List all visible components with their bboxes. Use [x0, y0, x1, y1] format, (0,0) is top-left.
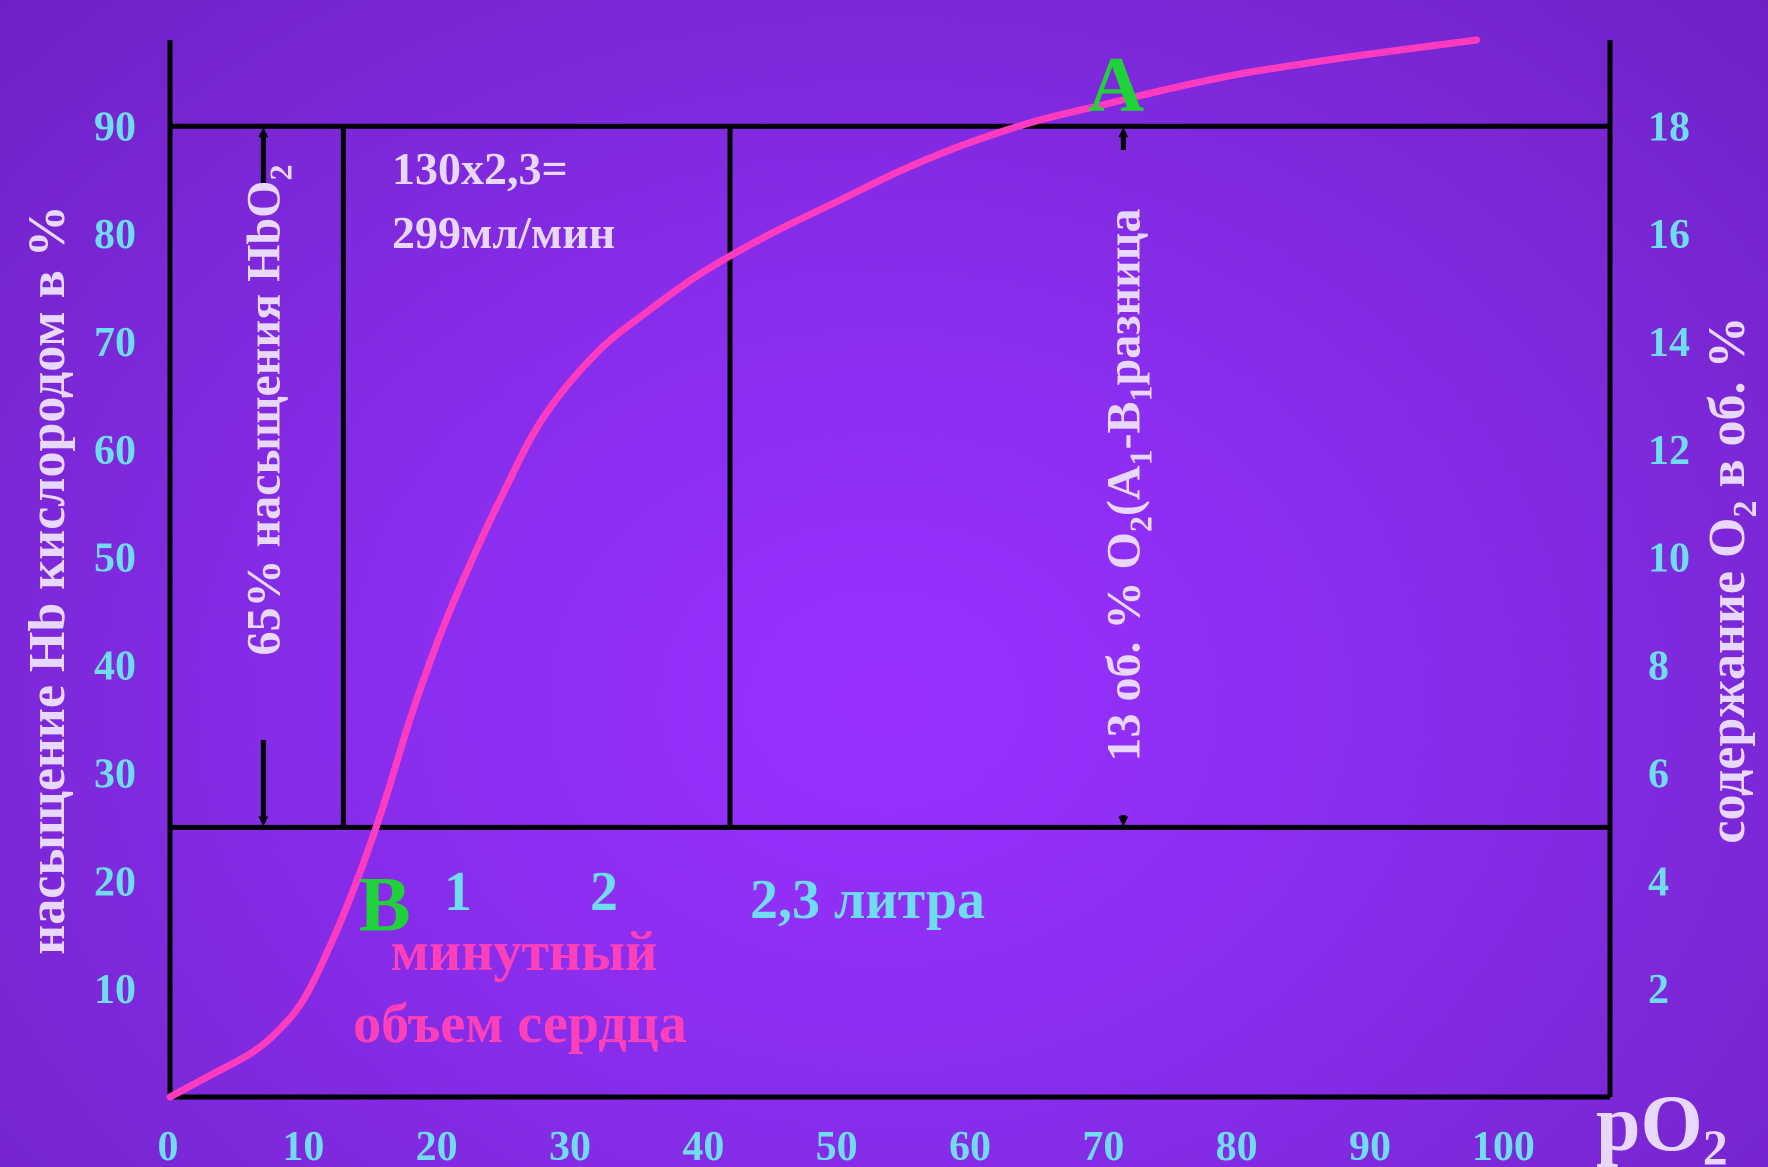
y-tick-right-label: 8 — [1648, 644, 1669, 690]
cardiac-output-line-2: объем сердца — [353, 993, 687, 1055]
y-tick-left-label: 20 — [94, 859, 136, 905]
x-tick-label: 100 — [1472, 1124, 1535, 1167]
arrow-right-annotation-sub2: 1 — [1122, 449, 1158, 465]
x-tick-label: 30 — [549, 1124, 591, 1167]
y-tick-left-label: 50 — [94, 536, 136, 582]
y-tick-right-label: 14 — [1648, 320, 1690, 366]
y-axis-left-label: насыщение Hb кислородом в % — [19, 205, 76, 954]
y-tick-left-label: 90 — [94, 104, 136, 150]
arrow-right-annotation-sub3: 1 — [1122, 385, 1158, 401]
saturation-curve-1 — [166, 36, 1481, 1101]
y-tick-right-label: 6 — [1648, 751, 1669, 797]
arrow-right-annotation-b: (A — [1097, 465, 1150, 516]
x-tick-label: 50 — [816, 1124, 858, 1167]
y-axis-right-label: содержание O2 в об. % — [1699, 316, 1764, 843]
calc-line-1: 130х2,3= — [392, 143, 568, 194]
x-tick-label: 60 — [949, 1124, 991, 1167]
arrow-right-annotation-d: разница — [1097, 209, 1150, 386]
y-tick-left-label: 40 — [94, 644, 136, 690]
y-axis-right-label-b: в об. % — [1699, 316, 1756, 500]
arrow-left-annotation: 65% насыщения HbO2 — [237, 165, 298, 656]
x-axis-label-main: pO — [1596, 1080, 1703, 1167]
y-tick-left-label: 10 — [94, 967, 136, 1013]
y-tick-right-label: 4 — [1648, 859, 1669, 905]
y-tick-right-label: 2 — [1648, 967, 1669, 1013]
arrow-right-annotation-c: -B — [1097, 401, 1150, 449]
y-tick-left-label: 70 — [94, 320, 136, 366]
y-axis-right-label-a: содержание O — [1699, 518, 1756, 844]
point-b-label: B — [359, 860, 411, 947]
x-tick-label: 90 — [1349, 1124, 1391, 1167]
y-tick-right-label: 10 — [1648, 536, 1690, 582]
x-tick-label: 80 — [1216, 1124, 1258, 1167]
y-tick-left-label: 60 — [94, 428, 136, 474]
x-axis-label: pO2 — [1596, 1080, 1728, 1167]
arrow-left-annotation-sub: 2 — [262, 165, 298, 181]
arrow-right-annotation-a: 13 об. % O — [1097, 532, 1150, 761]
arrow-right-annotation-sub1: 2 — [1122, 516, 1158, 532]
volume-label-2: 2 — [590, 861, 618, 923]
y-tick-right-label: 18 — [1648, 104, 1690, 150]
x-axis-label-sub: 2 — [1703, 1119, 1728, 1167]
x-tick-label: 20 — [416, 1124, 458, 1167]
calc-line-2: 299мл/мин — [392, 207, 615, 258]
y-tick-left-label: 30 — [94, 751, 136, 797]
y-axis-right-label-sub: 2 — [1727, 501, 1764, 518]
point-a-label: A — [1088, 41, 1144, 128]
cardiac-output-line-1: минутный — [391, 921, 657, 983]
y-tick-left-label: 80 — [94, 212, 136, 258]
x-tick-label: 10 — [282, 1124, 324, 1167]
x-tick-label: 40 — [682, 1124, 724, 1167]
y-tick-right-label: 16 — [1648, 212, 1690, 258]
volume-label-liters: 2,3 литра — [750, 869, 985, 931]
x-tick-label: 0 — [158, 1124, 179, 1167]
y-tick-right-label: 12 — [1648, 428, 1690, 474]
arrow-left-annotation-text: 65% насыщения HbO — [237, 181, 290, 656]
x-tick-label: 70 — [1082, 1124, 1124, 1167]
arrow-right-annotation: 13 об. % O2(A1-B1разница — [1097, 209, 1158, 762]
volume-label-1: 1 — [444, 861, 472, 923]
